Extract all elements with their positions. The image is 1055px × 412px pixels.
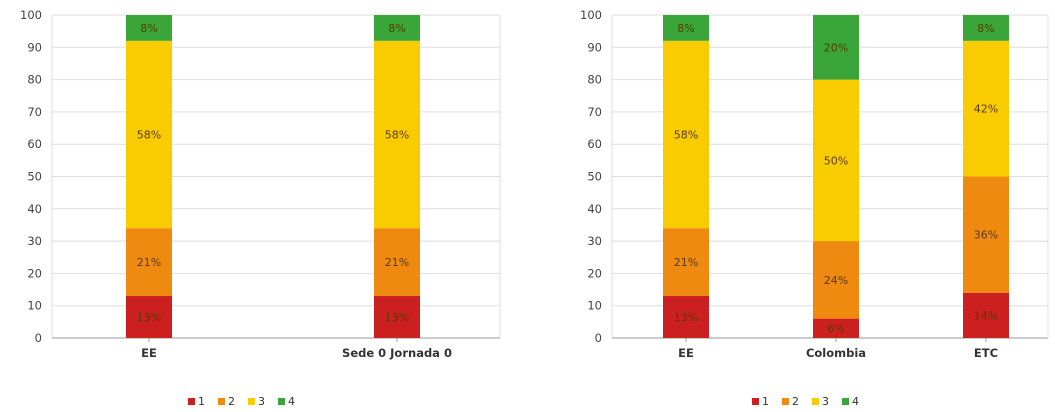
data-label: 50%	[824, 154, 848, 167]
y-tick-label: 40	[27, 202, 42, 216]
legend-label: 2	[792, 395, 799, 408]
bar-segment-series-4	[663, 15, 709, 41]
bar-segment-series-1	[663, 296, 709, 338]
bar-segment-series-4	[126, 15, 172, 41]
category-label: Colombia	[806, 346, 866, 360]
legend-label: 2	[228, 395, 235, 408]
legend-label: 4	[288, 395, 295, 408]
y-tick-label: 90	[587, 40, 602, 54]
y-tick-label: 30	[587, 234, 602, 248]
chart-right: 0 10 20 30 40 50 60 70 80 90 100 13% 21% 58% 8% EE 6% 24%…	[580, 8, 1049, 408]
legend-swatch-series-4	[278, 398, 285, 405]
y-tick-label: 100	[20, 8, 42, 22]
bar-segment-series-1	[126, 296, 172, 338]
bar-segment-series-4	[374, 15, 420, 41]
y-tick-label: 40	[587, 202, 602, 216]
data-label: 6%	[827, 322, 844, 335]
bar-segment-series-4	[963, 15, 1009, 41]
data-label: 14%	[974, 309, 998, 322]
bar-segment-series-2	[963, 176, 1009, 293]
bar-segment-series-1	[813, 318, 859, 338]
bar-segment-series-3	[663, 40, 709, 229]
data-label: 21%	[674, 256, 698, 269]
bar-segment-series-2	[126, 228, 172, 297]
category-label: EE	[678, 346, 694, 360]
data-label: 8%	[140, 22, 157, 35]
bar-segment-series-3	[374, 40, 420, 229]
data-label: 8%	[388, 22, 405, 35]
category-label: ETC	[974, 346, 998, 360]
y-tick-label: 0	[35, 331, 42, 345]
data-label: 58%	[137, 129, 161, 142]
data-label: 36%	[974, 229, 998, 242]
y-tick-label: 80	[27, 73, 42, 87]
data-label: 8%	[677, 22, 694, 35]
bar-segment-series-2	[813, 241, 859, 319]
y-tick-label: 30	[27, 234, 42, 248]
category-label: Sede 0 Jornada 0	[342, 346, 452, 360]
chart-left: 010203040506070809010013%21%58%8%EE13%21…	[20, 8, 501, 408]
data-label: 58%	[385, 129, 409, 142]
legend-swatch-series-4	[842, 398, 849, 405]
legend-swatch-series-2	[218, 398, 225, 405]
data-label: 13%	[137, 311, 161, 324]
legend-label: 1	[198, 395, 205, 408]
data-label: 8%	[977, 22, 994, 35]
data-label: 42%	[974, 103, 998, 116]
data-label: 21%	[385, 256, 409, 269]
y-tick-label: 70	[587, 105, 602, 119]
legend-swatch-series-3	[812, 398, 819, 405]
bar-segment-series-2	[374, 228, 420, 297]
bar-segment-series-4	[813, 15, 859, 80]
data-label: 24%	[824, 274, 848, 287]
legend-label: 4	[852, 395, 859, 408]
y-tick-label: 70	[27, 105, 42, 119]
y-tick-label: 80	[587, 73, 602, 87]
legend-label: 1	[762, 395, 769, 408]
y-tick-label: 90	[27, 40, 42, 54]
legend-label: 3	[822, 395, 829, 408]
legend-swatch-series-3	[248, 398, 255, 405]
category-label: EE	[141, 346, 157, 360]
y-tick-label: 50	[587, 170, 602, 184]
data-label: 13%	[385, 311, 409, 324]
bar-segment-series-1	[374, 296, 420, 338]
y-tick-label: 0	[595, 331, 602, 345]
legend-swatch-series-1	[752, 398, 759, 405]
y-tick-label: 10	[587, 299, 602, 313]
data-label: 21%	[137, 256, 161, 269]
legend-swatch-series-2	[782, 398, 789, 405]
bar-segment-series-3	[126, 40, 172, 229]
y-tick-label: 100	[580, 8, 602, 22]
y-tick-label: 20	[587, 266, 602, 280]
data-label: 20%	[824, 41, 848, 54]
y-tick-label: 60	[587, 137, 602, 151]
bar-segment-series-1	[963, 292, 1009, 338]
bar-segment-series-3	[963, 40, 1009, 177]
y-tick-label: 10	[27, 299, 42, 313]
legend-swatch-series-1	[188, 398, 195, 405]
bar-segment-series-2	[663, 228, 709, 297]
y-tick-label: 50	[27, 170, 42, 184]
data-label: 58%	[674, 129, 698, 142]
y-tick-label: 20	[27, 266, 42, 280]
data-label: 13%	[674, 311, 698, 324]
y-tick-label: 60	[27, 137, 42, 151]
bar-segment-series-3	[813, 79, 859, 242]
legend-label: 3	[258, 395, 265, 408]
